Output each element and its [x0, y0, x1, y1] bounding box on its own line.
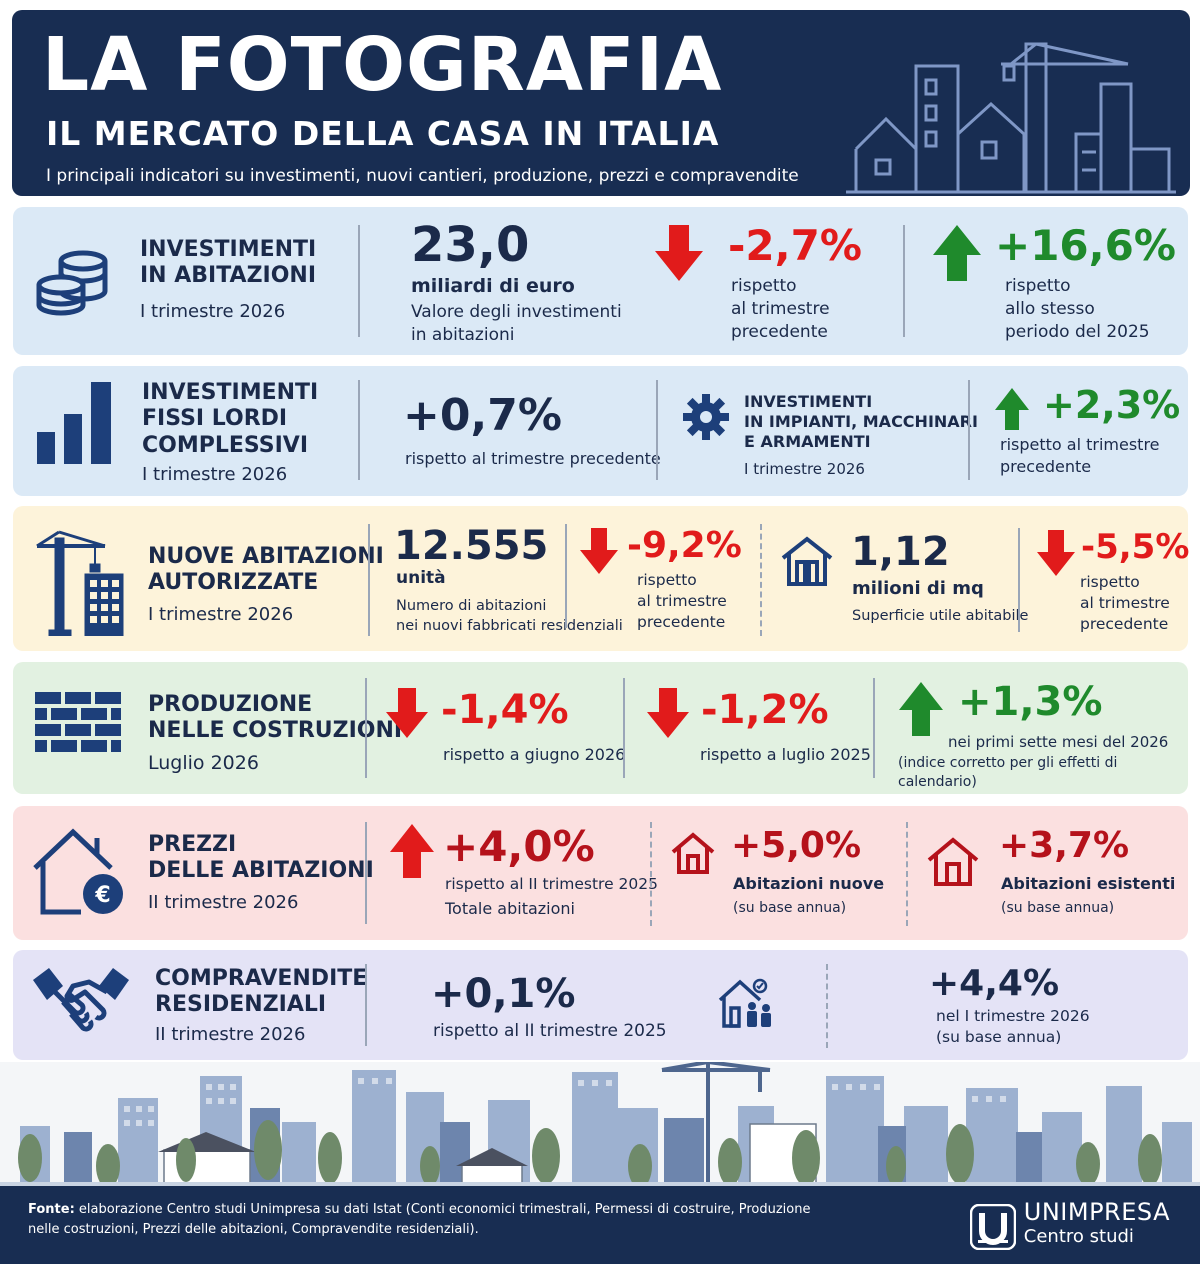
section-period: II trimestre 2026 — [155, 1024, 306, 1045]
sub-change: +2,3% — [1043, 383, 1181, 427]
change-month: -1,4% — [441, 687, 569, 733]
logo-subtitle: Centro studi — [1023, 1226, 1134, 1247]
crane-building-icon — [36, 530, 124, 636]
change-area-desc: rispetto al trimestre precedente — [1080, 573, 1170, 633]
house-icon — [671, 832, 715, 874]
coins-icon — [36, 250, 108, 316]
main-description: Valore degli investimenti in abitazioni — [411, 302, 622, 345]
cityscape-illustration — [0, 1062, 1200, 1190]
change-quarter-desc: nel I trimestre 2026 (su base annua) — [936, 1007, 1090, 1046]
change-month-desc: rispetto a giugno 2026 — [443, 745, 626, 764]
arrow-up-icon — [933, 225, 981, 281]
arrow-down-icon — [655, 225, 703, 281]
gear-icon — [683, 394, 729, 440]
section-produzione: PRODUZIONE NELLE COSTRUZIONI Luglio 2026… — [13, 662, 1188, 794]
arrow-up-icon — [390, 824, 434, 878]
change-new-label: Abitazioni nuove — [733, 874, 885, 893]
header-banner: LA FOTOGRAFIA IL MERCATO DELLA CASA IN I… — [12, 10, 1190, 196]
change-year-desc: rispetto a luglio 2025 — [700, 745, 871, 764]
change-total: +4,0% — [443, 822, 595, 871]
arrow-down-icon — [580, 528, 618, 574]
skyline-crane-illustration — [846, 42, 1176, 194]
main-unit: miliardi di euro — [411, 275, 575, 297]
change-units-desc: rispetto al trimestre precedente — [637, 571, 727, 631]
change-ytd: +1,3% — [958, 679, 1103, 725]
section-title: PREZZI DELLE ABITAZIONI — [148, 832, 374, 884]
page-subtitle: IL MERCATO DELLA CASA IN ITALIA — [46, 114, 720, 153]
main-description: rispetto al trimestre precedente — [405, 449, 661, 468]
area-unit: milioni di mq — [852, 578, 984, 599]
section-investimenti-fissi: INVESTIMENTI FISSI LORDI COMPLESSIVI I t… — [13, 366, 1188, 496]
unimpresa-logo: UNIMPRESA Centro studi — [969, 1198, 1170, 1250]
section-title: COMPRAVENDITE RESIDENZIALI — [155, 966, 368, 1018]
main-value: 12.555 — [394, 523, 549, 569]
page-title: LA FOTOGRAFIA — [42, 22, 723, 108]
change-existing-label: Abitazioni esistenti — [1001, 874, 1176, 893]
sub-section-period: I trimestre 2026 — [744, 460, 865, 478]
area-description: Superficie utile abitabile — [852, 608, 1029, 624]
change-quarter-desc: rispetto al trimestre precedente — [731, 276, 830, 342]
main-description: Numero di abitazioni nei nuovi fabbricat… — [396, 598, 623, 635]
arrow-down-icon — [386, 688, 428, 738]
arrow-up-icon — [899, 682, 943, 736]
section-nuove-abitazioni: NUOVE ABITAZIONI AUTORIZZATE I trimestre… — [13, 506, 1190, 651]
main-value: 23,0 — [411, 217, 530, 273]
cityscape-graphic — [0, 1062, 1200, 1190]
change-year-desc: rispetto al II trimestre 2025 — [433, 1021, 667, 1041]
change-year: +16,6% — [995, 221, 1176, 270]
change-ytd-desc: nei primi sette mesi del 2026 — [948, 733, 1169, 751]
section-title: INVESTIMENTI IN ABITAZIONI — [140, 237, 317, 289]
section-investimenti-abitazioni: INVESTIMENTI IN ABITAZIONI I trimestre 2… — [13, 207, 1188, 355]
change-units: -9,2% — [627, 525, 742, 566]
house-icon — [927, 837, 979, 886]
change-existing: +3,7% — [999, 825, 1130, 866]
logo-name: UNIMPRESA — [1023, 1198, 1170, 1226]
change-year-desc: rispetto allo stesso periodo del 2025 — [1005, 276, 1150, 342]
change-total-label: Totale abitazioni — [445, 899, 575, 918]
section-period: I trimestre 2026 — [148, 604, 294, 625]
bar-chart-icon — [37, 382, 111, 464]
area-value: 1,12 — [851, 529, 950, 575]
main-unit: unità — [396, 568, 446, 588]
section-period: I trimestre 2026 — [140, 301, 286, 322]
house-euro-icon: € — [33, 828, 123, 915]
unimpresa-logo-mark-icon — [969, 1204, 1016, 1250]
arrow-down-icon — [647, 688, 689, 738]
bricks-icon — [35, 692, 121, 752]
section-period: I trimestre 2026 — [142, 464, 288, 485]
change-total-desc: rispetto al II trimestre 2025 — [445, 875, 658, 893]
change-new-desc: (su base annua) — [733, 900, 847, 916]
change-year: -1,2% — [701, 687, 829, 733]
main-value: +0,7% — [403, 390, 562, 441]
source-label: Fonte: — [28, 1202, 75, 1217]
change-ytd-note: (indice corretto per gli effetti di cale… — [898, 755, 1118, 790]
section-period: II trimestre 2026 — [148, 892, 299, 913]
page-description: I principali indicatori su investimenti,… — [46, 166, 799, 186]
change-quarter: -2,7% — [728, 221, 862, 270]
source-text: elaborazione Centro studi Unimpresa su d… — [28, 1202, 811, 1238]
change-quarter: +4,4% — [929, 963, 1060, 1004]
change-new: +5,0% — [731, 825, 862, 866]
section-title: INVESTIMENTI FISSI LORDI COMPLESSIVI — [142, 380, 319, 458]
section-prezzi: € PREZZI DELLE ABITAZIONI II trimestre 2… — [13, 806, 1188, 940]
source-note: Fonte: elaborazione Centro studi Unimpre… — [28, 1200, 828, 1240]
footer: Fonte: elaborazione Centro studi Unimpre… — [0, 1186, 1200, 1264]
change-existing-desc: (su base annua) — [1001, 900, 1115, 916]
change-year: +0,1% — [431, 971, 576, 1017]
section-title: PRODUZIONE NELLE COSTRUZIONI — [148, 692, 403, 744]
arrow-up-icon — [995, 388, 1029, 430]
house-icon — [781, 536, 833, 586]
sub-change-desc: rispetto al trimestre precedente — [1000, 435, 1160, 476]
section-title: NUOVE ABITAZIONI AUTORIZZATE — [148, 544, 384, 596]
handshake-icon — [33, 968, 129, 1032]
section-period: Luglio 2026 — [148, 752, 259, 774]
svg-text:€: € — [94, 883, 110, 908]
arrow-down-icon — [1037, 530, 1075, 576]
change-area: -5,5% — [1081, 527, 1190, 567]
house-people-icon — [718, 978, 771, 1028]
section-compravendite: COMPRAVENDITE RESIDENZIALI II trimestre … — [13, 950, 1188, 1060]
sub-section-title: INVESTIMENTI IN IMPIANTI, MACCHINARI E A… — [744, 392, 978, 451]
